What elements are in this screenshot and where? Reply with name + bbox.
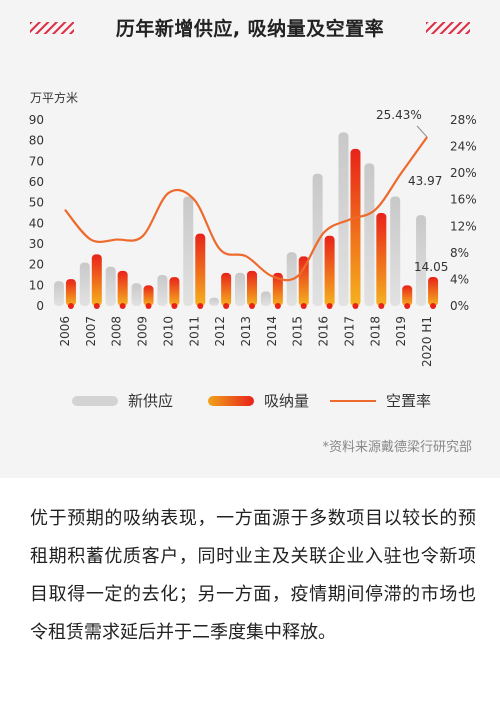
x-tick-label: 2007 (84, 316, 98, 347)
bar-supply (416, 215, 427, 306)
y-right-tick-label: 12% (450, 219, 477, 233)
y-left-tick-label: 60 (29, 175, 44, 189)
bar-supply (209, 297, 220, 306)
bar-supply (157, 275, 168, 306)
x-tick-label: 2013 (239, 316, 253, 347)
bar-supply (53, 281, 64, 306)
legend-swatch-absorption (208, 396, 254, 406)
x-tick-label: 2014 (265, 316, 279, 347)
baseline-dot (145, 303, 152, 309)
y-left-unit-label: 万平方米 (30, 90, 78, 105)
y-left-tick-label: 30 (29, 237, 44, 251)
y-left-tick-label: 10 (29, 278, 44, 292)
x-tick-label: 2018 (368, 316, 382, 347)
y-right-tick-label: 4% (450, 272, 469, 286)
y-right-tick-label: 16% (450, 193, 477, 207)
y-left-tick-label: 20 (29, 258, 44, 272)
bar-absorption (376, 213, 387, 306)
x-tick-label: 2008 (110, 316, 124, 347)
x-tick-label: 2011 (187, 316, 201, 347)
legend-swatch-supply (72, 396, 118, 406)
y-right-tick-label: 24% (450, 140, 477, 154)
x-tick-label: 2009 (136, 316, 150, 347)
bar-supply (183, 196, 194, 306)
y-left-tick-label: 80 (29, 134, 44, 148)
baseline-dot (326, 303, 333, 309)
baseline-dot (93, 303, 100, 309)
legend-line-vacancy (330, 400, 376, 402)
title-hatch-right (426, 22, 470, 34)
title-hatch-left (30, 22, 74, 34)
bar-absorption (402, 285, 413, 306)
baseline-dot (197, 303, 204, 309)
x-tick-label: 2019 (394, 316, 408, 347)
bar-absorption (195, 233, 206, 306)
x-tick-label: 2010 (161, 316, 175, 347)
annotation-leader-vacancy (416, 125, 428, 138)
x-tick-label: 2016 (317, 316, 331, 347)
legend-label-absorption: 吸纳量 (264, 392, 310, 410)
y-left-tick-label: 50 (29, 196, 44, 210)
bar-supply (131, 283, 142, 306)
annotation-vacancy-last: 25.43% (376, 108, 422, 122)
source-note: *资料来源戴德梁行研究部 (322, 440, 472, 455)
body-paragraph: 优于预期的吸纳表现，一方面源于多数项目以较长的预租期积蓄优质客户，同时业主及关联… (30, 508, 476, 643)
bar-supply (338, 132, 349, 306)
bar-supply (364, 163, 375, 306)
bar-supply (260, 291, 271, 306)
chart-legend: 新供应 吸纳量 空置率 (0, 388, 500, 414)
bar-supply (79, 262, 90, 306)
bar-absorption (117, 270, 128, 306)
x-tick-label: 2012 (213, 316, 227, 347)
baseline-dot (223, 303, 230, 309)
bar-supply (105, 266, 116, 306)
annotation-absorption-last: 14.05 (414, 260, 448, 274)
baseline-dot (352, 303, 359, 309)
x-tick-label: 2017 (342, 316, 356, 347)
bar-supply (390, 196, 401, 306)
x-tick-label: 2015 (291, 316, 305, 347)
bar-absorption (65, 279, 76, 306)
bar-absorption (169, 277, 180, 306)
y-right-tick-label: 28% (450, 113, 477, 127)
y-right-tick-label: 0% (450, 299, 469, 313)
baseline-dot (430, 303, 437, 309)
bar-absorption (272, 272, 283, 306)
y-left-tick-label: 40 (29, 216, 44, 230)
chart-title: 历年新增供应, 吸纳量及空置率 (115, 18, 385, 40)
bar-absorption (143, 285, 154, 306)
baseline-dot (378, 303, 385, 309)
annotation-supply-last: 43.97 (408, 174, 442, 188)
y-right-tick-label: 20% (450, 166, 477, 180)
baseline-dot (249, 303, 255, 309)
x-tick-label: 2006 (58, 316, 72, 347)
combo-chart: 万平方米 0 10 20 30 40 50 60 70 80 90 0% 4% 8% 12% 16% 20% 24… (29, 90, 477, 367)
bar-supply (235, 272, 245, 306)
bar-absorption (324, 235, 335, 306)
legend-label-supply: 新供应 (128, 392, 174, 410)
y-left-tick-label: 90 (29, 113, 44, 127)
bar-absorption (298, 256, 309, 306)
legend-label-vacancy: 空置率 (386, 392, 432, 410)
y-left-tick-label: 0 (36, 299, 44, 313)
y-right-tick-label: 8% (450, 246, 469, 260)
baseline-dot (67, 303, 74, 309)
bar-absorption (428, 276, 439, 306)
title-row: 历年新增供应, 吸纳量及空置率 (0, 8, 500, 48)
y-left-tick-label: 70 (29, 154, 44, 168)
baseline-dot (119, 303, 126, 309)
baseline-dot (274, 303, 281, 309)
bar-absorption (350, 148, 361, 306)
baseline-dot (171, 303, 178, 309)
bar-absorption (221, 272, 232, 306)
baseline-dot (300, 303, 307, 309)
baseline-dot (404, 303, 411, 309)
x-tick-label: 2020 H1 (420, 316, 434, 367)
series-line-vacancy (64, 136, 428, 282)
bar-absorption (247, 270, 257, 306)
bar-absorption (91, 254, 102, 306)
